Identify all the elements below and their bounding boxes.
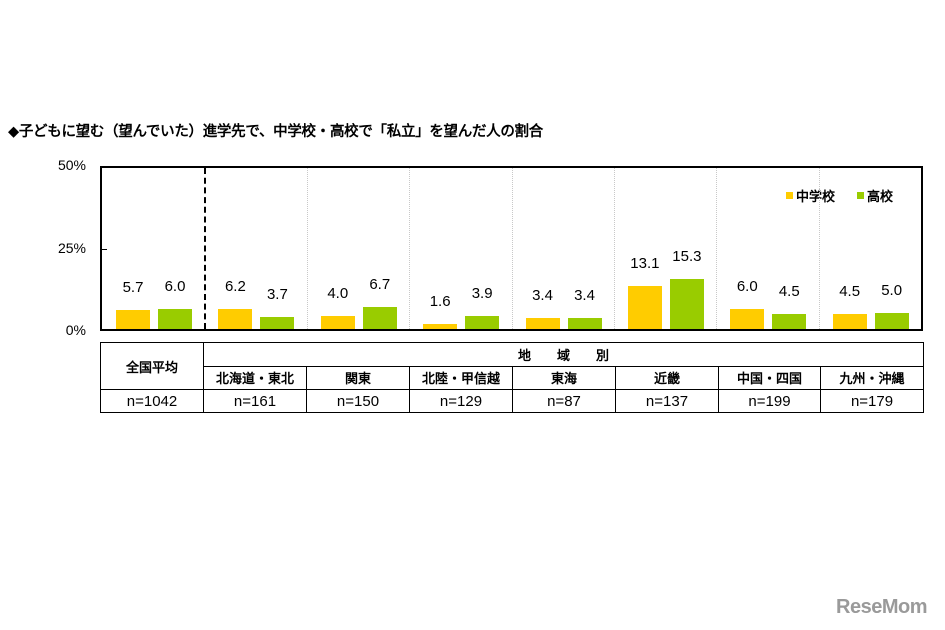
group-divider [613, 168, 615, 329]
sample-size: n=179 [819, 389, 925, 413]
bar-high-school [362, 307, 397, 329]
bar-value-label: 5.7 [122, 279, 144, 297]
national-separator-dashed [204, 168, 207, 329]
sample-size: n=161 [203, 389, 307, 413]
region-label: 関東 [306, 365, 410, 390]
bar-high-school [567, 317, 602, 329]
region-label: 北陸・甲信越 [409, 365, 513, 390]
sample-size-row: n=1042 n=161 n=150 n=129 n=87 n=137 n=199 n=179 [100, 389, 925, 413]
sample-size: n=199 [718, 389, 821, 413]
bar-junior-high [832, 314, 867, 329]
national-average-header: 全国平均 [100, 342, 204, 390]
bar-junior-high [116, 310, 150, 329]
bar-value-label: 4.5 [839, 283, 861, 301]
bar-value-label: 6.2 [224, 277, 246, 295]
y-tick-50: 50% [57, 157, 86, 173]
bar-value-label: 5.0 [881, 281, 903, 299]
bar-high-school [772, 314, 807, 329]
bar-high-school [465, 316, 500, 329]
region-label: 東海 [512, 365, 616, 390]
bar-junior-high [423, 323, 458, 329]
bar-high-school [260, 316, 295, 329]
bar-junior-high [525, 317, 560, 329]
group-divider [409, 168, 411, 329]
region-label: 近畿 [615, 365, 719, 390]
sample-size: n=1042 [100, 389, 204, 413]
region-label: 中国・四国 [718, 365, 821, 390]
group-divider [818, 168, 820, 329]
bar-value-label: 3.4 [532, 286, 553, 304]
legend-label-junior-high: 中学校 [795, 190, 835, 205]
bar-value-label: 6.7 [369, 276, 391, 294]
bar-value-label: 1.6 [429, 292, 451, 310]
group-divider [716, 168, 718, 329]
legend-swatch-high-school [856, 192, 864, 199]
legend-item-high-school: 高校 [856, 186, 893, 205]
sample-size: n=87 [512, 389, 616, 413]
region-header: 地 域 別 [202, 342, 925, 367]
sample-size: n=150 [306, 389, 410, 413]
bar-value-label: 3.4 [574, 286, 595, 304]
bar-value-label: 6.0 [164, 278, 186, 296]
bar-value-label: 4.0 [327, 284, 349, 302]
bar-high-school [158, 309, 192, 329]
category-table: 全国平均 地 域 別 北海道・東北 関東 北陸・甲信越 東海 近畿 中国・四国 九州・沖縄 … [100, 342, 925, 413]
resemom-logo: ReseMom [836, 596, 927, 618]
sample-size: n=129 [409, 389, 513, 413]
bar-high-school [669, 279, 704, 329]
bar-value-label: 13.1 [630, 255, 660, 273]
bar-value-label: 4.5 [778, 283, 800, 301]
bar-junior-high [320, 315, 355, 329]
bar-value-label: 15.3 [672, 248, 702, 266]
sample-size: n=137 [615, 389, 719, 413]
bar-value-label: 3.9 [471, 285, 493, 303]
region-row: 北海道・東北 関東 北陸・甲信越 東海 近畿 中国・四国 九州・沖縄 [101, 365, 925, 390]
bar-junior-high [730, 309, 765, 329]
y-tick-0: 0% [65, 322, 86, 338]
y-tick-mark [102, 249, 107, 250]
legend: 中学校 高校 [785, 186, 893, 205]
bar-high-school [874, 312, 909, 329]
legend-swatch-junior-high [785, 192, 793, 199]
legend-item-junior-high: 中学校 [785, 186, 835, 205]
region-label: 九州・沖縄 [819, 365, 925, 390]
group-divider [306, 168, 308, 329]
bar-value-label: 3.7 [266, 285, 288, 303]
bar-value-label: 6.0 [736, 278, 758, 296]
region-label: 北海道・東北 [203, 365, 307, 390]
bar-junior-high [218, 308, 253, 329]
chart-title: ◆子どもに望む（望んでいた）進学先で、中学校・高校で「私立」を望んだ人の割合 [8, 124, 543, 140]
bar-junior-high [627, 286, 662, 329]
plot-area: 中学校 高校 5.7 6.2 4.0 1.6 3.4 13.1 6.0 4.5 6.0 3.7 6.… [100, 166, 923, 331]
y-tick-25: 25% [57, 240, 86, 256]
legend-label-high-school: 高校 [866, 190, 893, 205]
group-divider [511, 168, 513, 329]
